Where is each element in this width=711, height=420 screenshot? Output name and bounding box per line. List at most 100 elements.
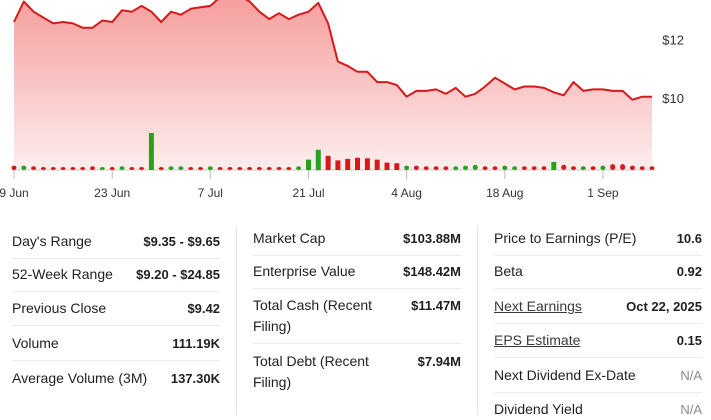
stat-volume: Volume 111.19K [12, 333, 220, 354]
stat-value: $103.88M [403, 231, 461, 246]
stat-value: Oct 22, 2025 [626, 299, 702, 314]
stat-next-earnings: Next Earnings Oct 22, 2025 [494, 296, 702, 317]
stat-value: N/A [680, 402, 702, 417]
stat-label: Enterprise Value [253, 263, 356, 279]
stat-eps-estimate: EPS Estimate 0.15 [494, 330, 702, 351]
x-axis-label: 7 Jul [198, 186, 223, 200]
x-axis-label: 1 Sep [587, 186, 619, 200]
stat-label: Total Cash (Recent Filing) [253, 297, 373, 334]
volume-bars [11, 133, 655, 171]
volume-bar [580, 166, 586, 170]
price-chart[interactable]: $12 $10 9 Jun 23 Jun 7 Jul 21 Jul 4 Aug 18 Aug… [0, 0, 711, 205]
stat-next-dividend-ex-date: Next Dividend Ex-Date N/A [494, 365, 702, 386]
volume-bar [433, 166, 439, 170]
volume-bar [551, 161, 557, 170]
volume-bar [620, 164, 626, 170]
stat-label: Next Dividend Ex-Date [494, 367, 636, 383]
stat-label: Day's Range [12, 233, 92, 249]
stat-value: $7.94M [417, 354, 461, 369]
volume-bar [541, 166, 547, 170]
x-axis-label: 18 Aug [486, 186, 523, 200]
stat-value: N/A [680, 368, 702, 383]
y-axis-label: $10 [662, 91, 684, 106]
volume-bar [99, 167, 105, 170]
volume-bar [423, 166, 429, 170]
stat-enterprise-value: Enterprise Value $148.42M [253, 261, 461, 282]
volume-bar [472, 164, 478, 170]
volume-bar [50, 167, 56, 170]
volume-bar [639, 166, 645, 170]
stat-label: Price to Earnings (P/E) [494, 230, 637, 246]
volume-bar [649, 166, 655, 170]
stat-days-range: Day's Range $9.35 - $9.65 [12, 231, 220, 252]
volume-bar [404, 165, 410, 170]
volume-bar [384, 162, 390, 170]
volume-bar [21, 165, 27, 170]
volume-bar [188, 167, 194, 170]
volume-bar [492, 166, 498, 170]
next-earnings-link[interactable]: Next Earnings [494, 298, 582, 314]
volume-bar [60, 167, 66, 170]
column-divider [236, 226, 237, 415]
volume-bar [345, 158, 351, 170]
key-stats: Day's Range $9.35 - $9.65 52-Week Range … [0, 222, 711, 417]
stat-dividend-yield: Dividend Yield N/A [494, 399, 702, 420]
volume-bar [600, 165, 606, 170]
volume-bar [148, 133, 154, 170]
volume-bar [139, 167, 145, 170]
volume-bar [237, 167, 243, 170]
stat-label: Average Volume (3M) [12, 370, 148, 386]
stat-label: Beta [494, 263, 523, 279]
volume-bar [590, 166, 596, 170]
stat-value: 0.92 [676, 264, 702, 279]
x-axis-label: 4 Aug [391, 186, 422, 200]
volume-bar [207, 166, 213, 170]
stat-value: $148.42M [403, 264, 461, 279]
stat-total-debt: Total Debt (Recent Filing) $7.94M [253, 351, 461, 393]
volume-bar [168, 166, 174, 170]
volume-bar [482, 166, 488, 170]
column-divider [477, 226, 478, 415]
volume-bar [178, 166, 184, 170]
volume-bar [325, 155, 331, 170]
stat-value: $11.47M [411, 298, 461, 313]
volume-bar [335, 160, 341, 170]
stat-value: 10.6 [676, 231, 702, 246]
volume-bar [512, 166, 518, 170]
volume-bar [296, 166, 302, 170]
volume-bar [502, 165, 508, 170]
volume-bar [315, 149, 321, 171]
stat-total-cash: Total Cash (Recent Filing) $11.47M [253, 295, 461, 337]
volume-bar [306, 159, 311, 170]
volume-bar [31, 166, 37, 170]
volume-bar [561, 164, 567, 170]
volume-bar [453, 166, 459, 170]
stat-market-cap: Market Cap $103.88M [253, 228, 461, 249]
stat-beta: Beta 0.92 [494, 261, 702, 282]
volume-bar [129, 167, 135, 170]
stat-label: Previous Close [12, 300, 107, 316]
volume-bar [629, 165, 635, 170]
volume-bar [463, 165, 468, 170]
stat-label: Dividend Yield [494, 401, 583, 417]
stat-label: Total Debt (Recent Filing) [253, 353, 369, 390]
stat-label: Volume [12, 335, 59, 351]
stat-label: Market Cap [253, 230, 326, 246]
stat-pe-ratio: Price to Earnings (P/E) 10.6 [494, 228, 702, 249]
stat-label: 52-Week Range [12, 266, 113, 282]
volume-bar [90, 166, 95, 170]
stat-value: 111.19K [172, 336, 220, 351]
volume-bar [227, 167, 233, 170]
volume-bar [531, 166, 537, 170]
volume-bar [571, 166, 576, 170]
y-axis-label: $12 [662, 33, 684, 48]
volume-bar [198, 167, 203, 170]
eps-estimate-link[interactable]: EPS Estimate [494, 332, 581, 348]
stat-value: $9.20 - $24.85 [136, 267, 220, 282]
x-axis-label: 23 Jun [94, 186, 130, 200]
stat-previous-close: Previous Close $9.42 [12, 298, 220, 319]
volume-bar [610, 164, 616, 170]
volume-bar [355, 157, 360, 170]
volume-bar [413, 165, 419, 170]
volume-bar [256, 167, 262, 170]
